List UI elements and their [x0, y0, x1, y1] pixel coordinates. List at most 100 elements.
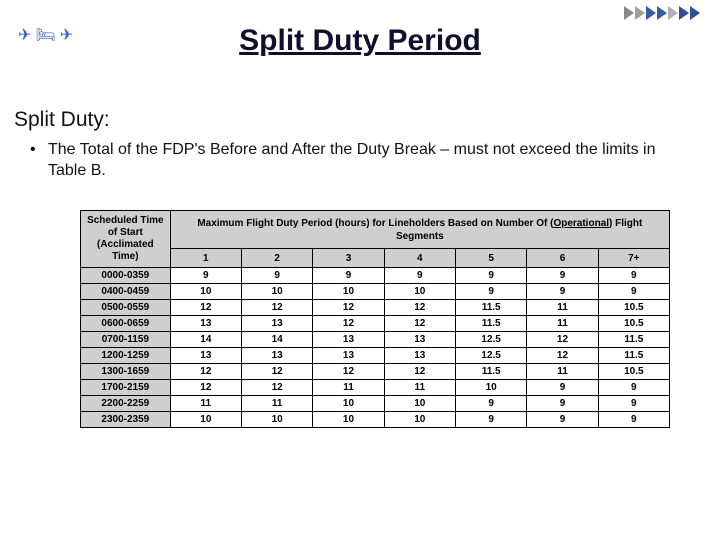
value-cell: 12: [313, 300, 384, 316]
table-row: 2300-235910101010999: [81, 412, 670, 428]
time-cell: 0700-1159: [81, 332, 171, 348]
chevron-icon: [657, 6, 667, 20]
value-cell: 10.5: [598, 300, 669, 316]
value-cell: 10: [242, 412, 313, 428]
value-cell: 11: [527, 300, 598, 316]
table-row: 0400-045910101010999: [81, 284, 670, 300]
value-cell: 9: [455, 412, 526, 428]
value-cell: 12: [527, 332, 598, 348]
value-cell: 12: [384, 364, 455, 380]
span-header: Maximum Flight Duty Period (hours) for L…: [170, 211, 669, 249]
table-row: 2200-225911111010999: [81, 396, 670, 412]
chevron-icon: [624, 6, 634, 20]
value-cell: 12: [384, 316, 455, 332]
time-cell: 0000-0359: [81, 268, 171, 284]
value-cell: 11: [313, 380, 384, 396]
chevron-icon: [668, 6, 678, 20]
value-cell: 9: [598, 396, 669, 412]
table-row: 1700-2159121211111099: [81, 380, 670, 396]
value-cell: 11: [242, 396, 313, 412]
value-cell: 13: [170, 316, 241, 332]
time-cell: 2300-2359: [81, 412, 171, 428]
value-cell: 14: [242, 332, 313, 348]
segment-header: 3: [313, 249, 384, 268]
chevron-icon: [646, 6, 656, 20]
value-cell: 12: [170, 364, 241, 380]
value-cell: 10: [384, 412, 455, 428]
value-cell: 9: [313, 268, 384, 284]
value-cell: 13: [242, 348, 313, 364]
value-cell: 9: [455, 268, 526, 284]
slide-chevrons: [624, 6, 700, 20]
value-cell: 9: [455, 396, 526, 412]
table-row: 0000-03599999999: [81, 268, 670, 284]
bullet-text: The Total of the FDP's Before and After …: [48, 140, 684, 182]
value-cell: 9: [527, 380, 598, 396]
value-cell: 10: [384, 284, 455, 300]
row-header-label: Scheduled Time of Start (Acclimated Time…: [81, 211, 171, 268]
value-cell: 9: [527, 268, 598, 284]
value-cell: 11.5: [598, 332, 669, 348]
table-row: 0500-05591212121211.51110.5: [81, 300, 670, 316]
table-row: 1300-16591212121211.51110.5: [81, 364, 670, 380]
value-cell: 13: [384, 348, 455, 364]
fdp-table-wrap: Scheduled Time of Start (Acclimated Time…: [80, 210, 670, 428]
value-cell: 12.5: [455, 348, 526, 364]
time-cell: 1700-2159: [81, 380, 171, 396]
page-title: Split Duty Period: [0, 24, 720, 58]
value-cell: 10: [170, 412, 241, 428]
chevron-icon: [690, 6, 700, 20]
value-cell: 12: [527, 348, 598, 364]
section-heading: Split Duty:: [14, 108, 110, 132]
segment-header: 4: [384, 249, 455, 268]
time-cell: 0600-0659: [81, 316, 171, 332]
chevron-icon: [635, 6, 645, 20]
value-cell: 9: [170, 268, 241, 284]
value-cell: 9: [527, 396, 598, 412]
value-cell: 10: [170, 284, 241, 300]
value-cell: 11: [527, 316, 598, 332]
value-cell: 12.5: [455, 332, 526, 348]
value-cell: 10: [313, 412, 384, 428]
value-cell: 12: [242, 364, 313, 380]
value-cell: 12: [313, 364, 384, 380]
time-cell: 0500-0559: [81, 300, 171, 316]
time-cell: 1200-1259: [81, 348, 171, 364]
value-cell: 12: [384, 300, 455, 316]
value-cell: 12: [242, 300, 313, 316]
value-cell: 10: [242, 284, 313, 300]
value-cell: 10: [384, 396, 455, 412]
segment-header: 5: [455, 249, 526, 268]
value-cell: 14: [170, 332, 241, 348]
table-row: 1200-12591313131312.51211.5: [81, 348, 670, 364]
value-cell: 10.5: [598, 364, 669, 380]
value-cell: 10.5: [598, 316, 669, 332]
value-cell: 13: [242, 316, 313, 332]
time-cell: 0400-0459: [81, 284, 171, 300]
value-cell: 9: [598, 268, 669, 284]
value-cell: 11: [527, 364, 598, 380]
value-cell: 9: [527, 284, 598, 300]
value-cell: 9: [384, 268, 455, 284]
value-cell: 13: [170, 348, 241, 364]
value-cell: 10: [455, 380, 526, 396]
value-cell: 12: [170, 380, 241, 396]
time-cell: 1300-1659: [81, 364, 171, 380]
value-cell: 9: [598, 380, 669, 396]
value-cell: 11: [384, 380, 455, 396]
value-cell: 12: [242, 380, 313, 396]
value-cell: 11.5: [455, 316, 526, 332]
table-row: 0600-06591313121211.51110.5: [81, 316, 670, 332]
fdp-table: Scheduled Time of Start (Acclimated Time…: [80, 210, 670, 428]
segment-header: 2: [242, 249, 313, 268]
value-cell: 9: [242, 268, 313, 284]
value-cell: 9: [598, 284, 669, 300]
value-cell: 12: [170, 300, 241, 316]
segment-header: 7+: [598, 249, 669, 268]
value-cell: 13: [384, 332, 455, 348]
table-row: 0700-11591414131312.51211.5: [81, 332, 670, 348]
value-cell: 11: [170, 396, 241, 412]
time-cell: 2200-2259: [81, 396, 171, 412]
value-cell: 13: [313, 332, 384, 348]
value-cell: 11.5: [455, 300, 526, 316]
